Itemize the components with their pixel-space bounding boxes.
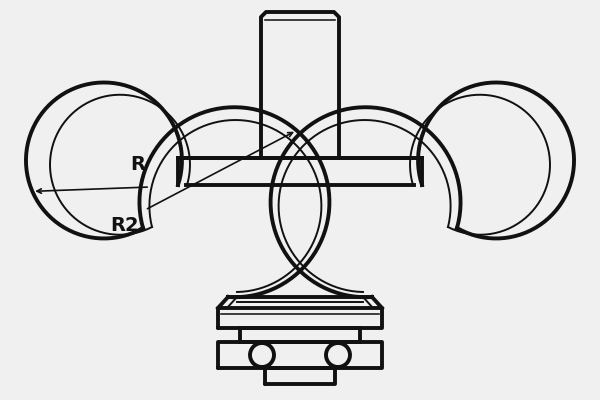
Text: R2: R2	[110, 216, 139, 235]
Text: R: R	[130, 155, 145, 174]
